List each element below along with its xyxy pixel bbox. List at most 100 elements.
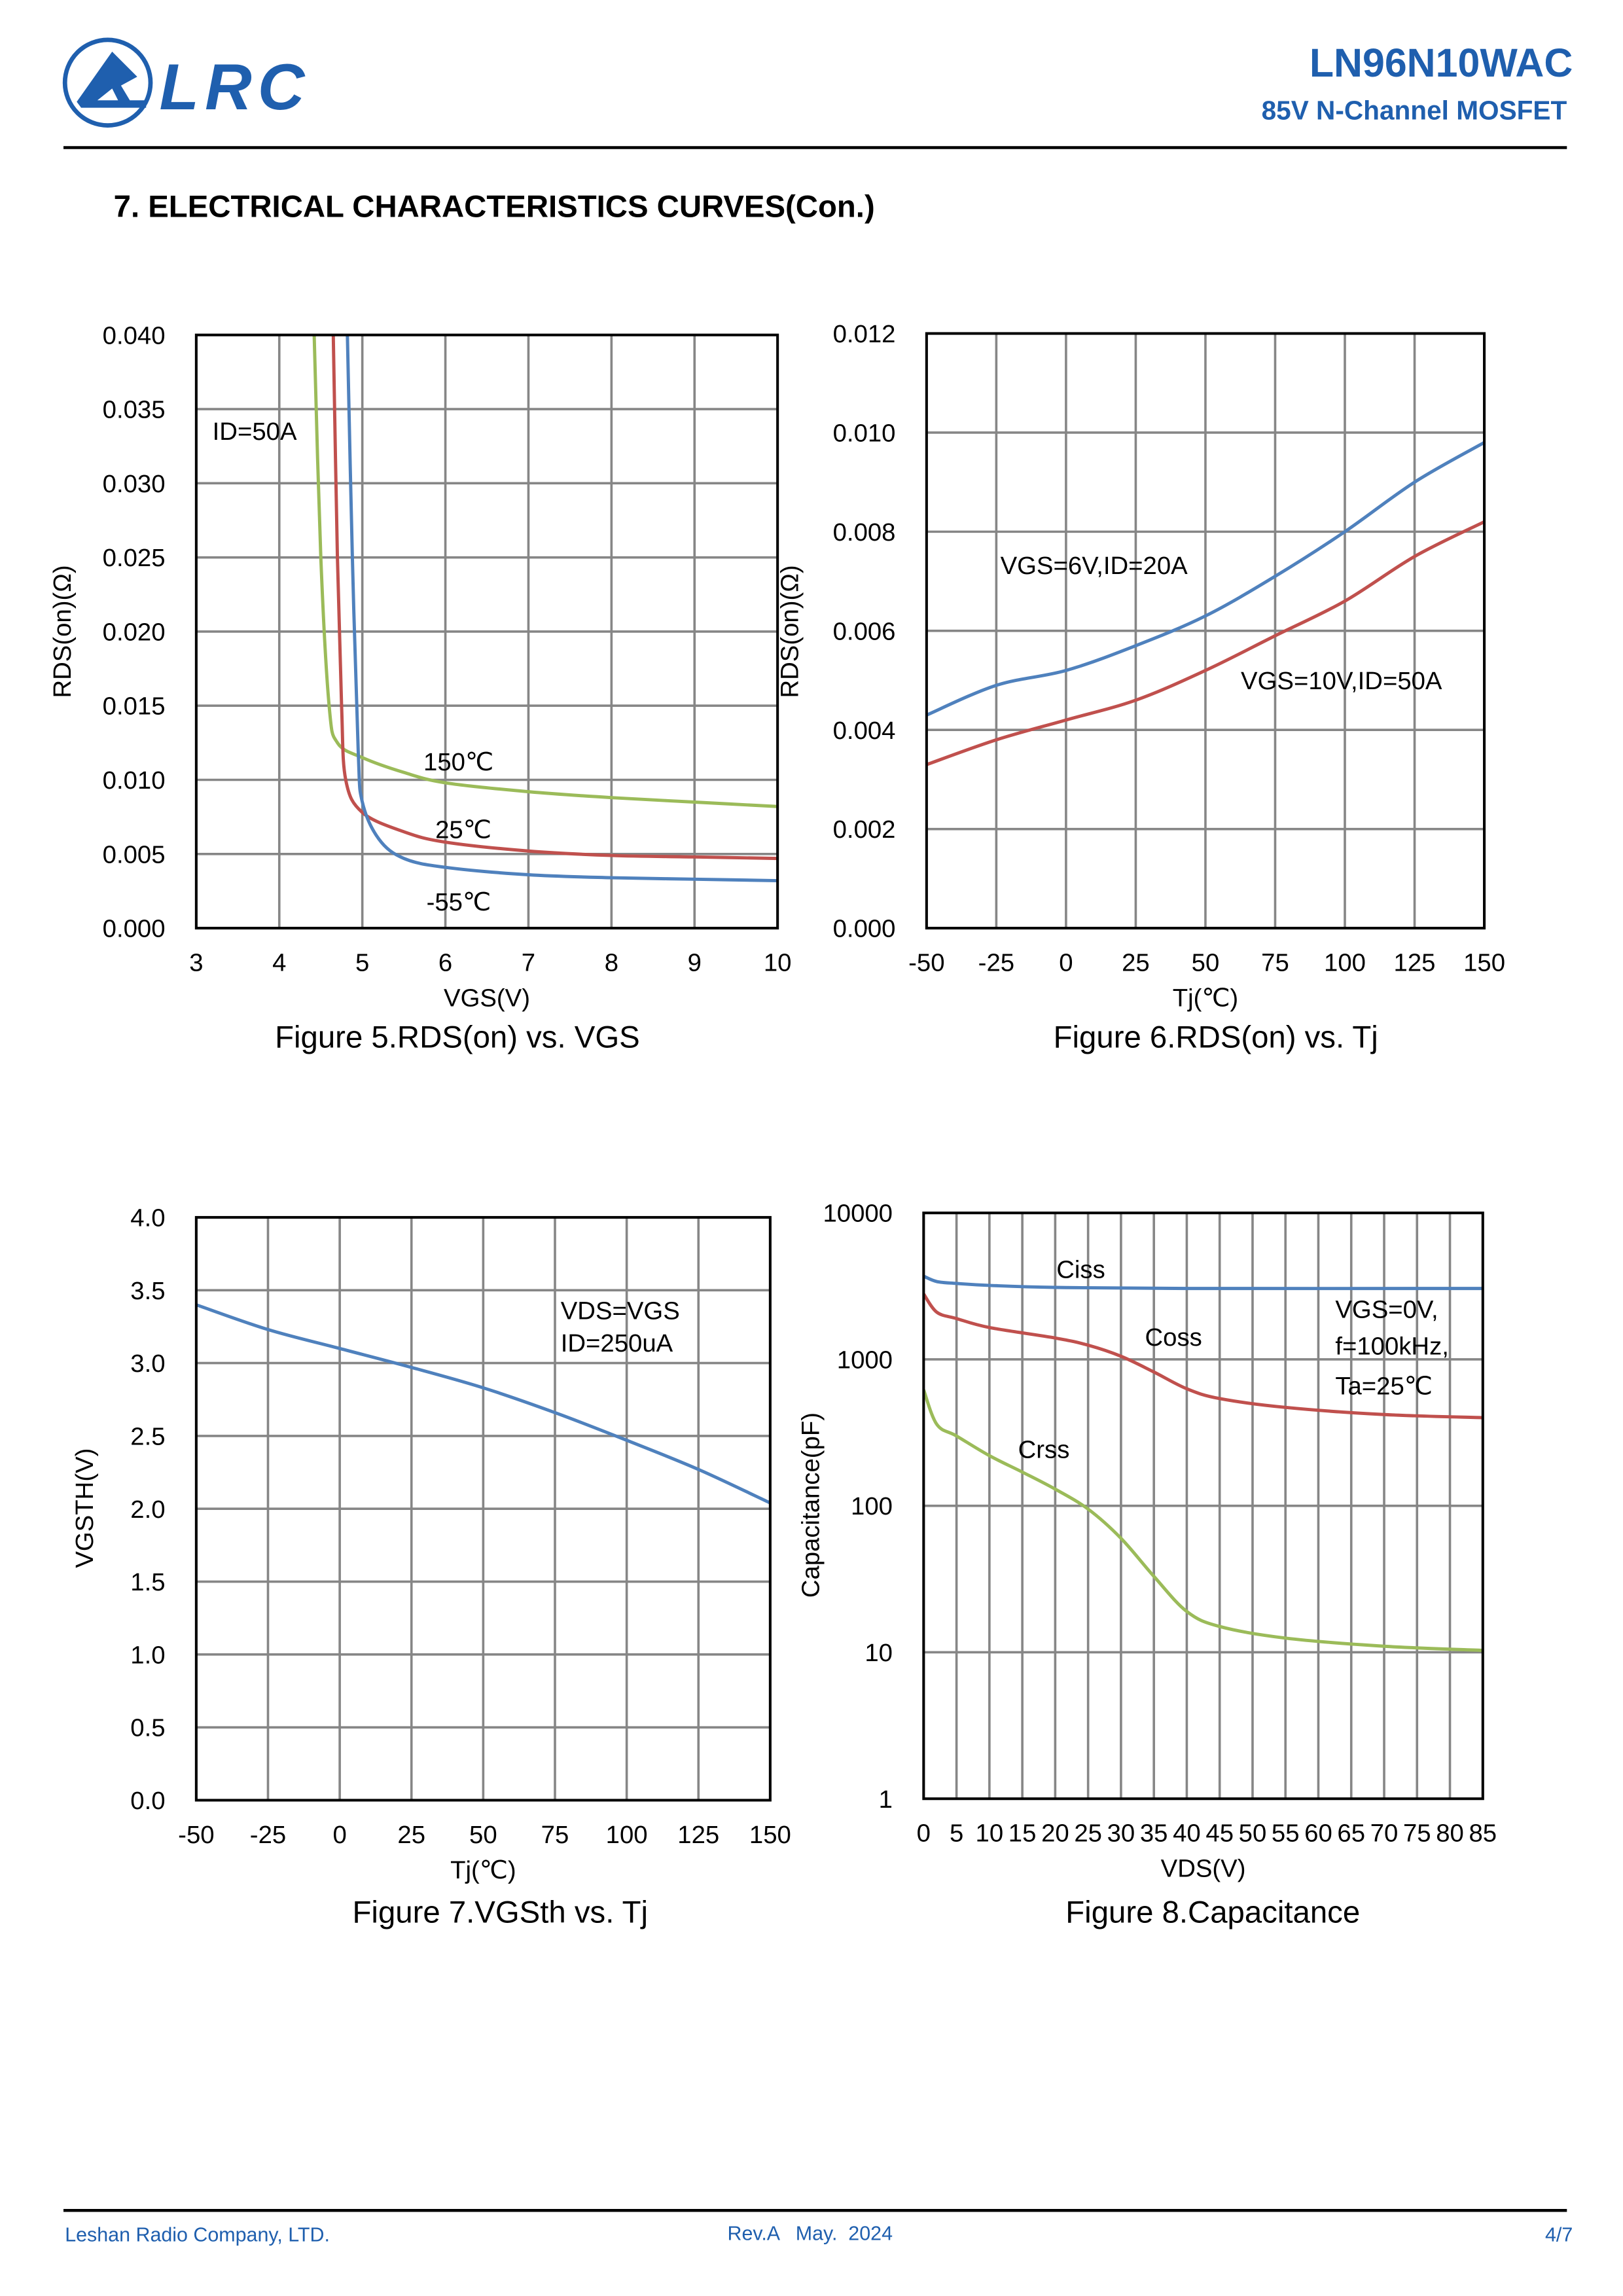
series-line-VGS=10V,ID=50A — [926, 520, 1485, 766]
x-tick-label: 85 — [1469, 1820, 1497, 1848]
y-tick-label: 10 — [865, 1639, 893, 1667]
footer-revision: Rev.A May. 2024 — [727, 2222, 893, 2244]
y-tick-label: 1.5 — [130, 1568, 165, 1596]
figure-caption: Figure 8.Capacitance — [1065, 1895, 1360, 1930]
y-tick-label: 0.000 — [833, 915, 896, 943]
x-tick-label: 55 — [1272, 1820, 1300, 1848]
x-axis-label: Tj(℃) — [450, 1856, 516, 1884]
series-line-curve — [196, 1303, 770, 1505]
x-tick-label: 10 — [976, 1820, 1004, 1848]
figure-caption: Figure 7.VGSth vs. Tj — [353, 1895, 649, 1930]
x-tick-label: 5 — [355, 948, 369, 977]
x-tick-label: 9 — [688, 948, 702, 977]
x-axis-label: Tj(℃) — [1173, 984, 1238, 1013]
y-tick-label: 2.5 — [130, 1422, 165, 1450]
y-tick-label: 1.0 — [130, 1641, 165, 1669]
x-tick-label: 100 — [1324, 948, 1366, 977]
figure-caption: Figure 6.RDS(on) vs. Tj — [1054, 1020, 1378, 1055]
x-tick-label: -25 — [978, 948, 1014, 977]
x-tick-label: 15 — [1008, 1820, 1037, 1848]
chart-2: -50 -25 0 25 50 75 100 125 150 0.000 0.002 0.004 0.0… — [776, 320, 1505, 1055]
logo-text: LRC — [160, 51, 311, 124]
y-tick-label: 3.5 — [130, 1277, 165, 1305]
chart-annotation: VGS=6V,ID=20A — [1001, 552, 1188, 580]
y-tick-label: 0.5 — [130, 1714, 165, 1742]
x-tick-label: 25 — [1122, 948, 1150, 977]
x-tick-label: -50 — [178, 1821, 214, 1849]
x-tick-label: 30 — [1107, 1820, 1135, 1848]
series-line-25℃ — [331, 334, 778, 861]
plot-frame — [925, 332, 1486, 930]
footer-company: Leshan Radio Company, LTD. — [65, 2224, 330, 2246]
x-tick-label: 7 — [522, 948, 535, 977]
section-title: 7. ELECTRICAL CHARACTERISTICS CURVES(Con… — [114, 189, 875, 224]
x-tick-label: 100 — [606, 1821, 648, 1849]
chart-3: -50 -25 0 25 50 75 100 125 150 0.0 0.5 1.0 1.5 2.0 2.5… — [71, 1204, 791, 1929]
x-tick-label: 80 — [1436, 1820, 1464, 1848]
chart-annotation: f=100kHz, — [1335, 1333, 1449, 1361]
x-tick-label: 75 — [1403, 1820, 1431, 1848]
part-subtitle: 85V N-Channel MOSFET — [1262, 96, 1567, 126]
x-tick-label: 75 — [541, 1821, 569, 1849]
x-axis-label: VDS(V) — [1161, 1855, 1246, 1883]
y-tick-label: 100 — [851, 1492, 893, 1520]
chart-annotation: Coss — [1145, 1323, 1202, 1352]
y-axis-label: RDS(on)(Ω) — [48, 565, 77, 698]
chart-annotation: VGS=0V, — [1335, 1295, 1438, 1323]
x-tick-label: 0 — [1059, 948, 1073, 977]
chart-annotation: Crss — [1018, 1435, 1070, 1463]
x-tick-label: 70 — [1370, 1820, 1399, 1848]
y-axis-label: RDS(on)(Ω) — [776, 565, 804, 698]
x-tick-label: 125 — [1394, 948, 1436, 977]
chart-annotation: VDS=VGS — [561, 1297, 680, 1325]
y-tick-label: 4.0 — [130, 1204, 165, 1232]
y-tick-label: 0.035 — [103, 396, 166, 424]
series-line-Crss — [923, 1389, 1483, 1653]
y-tick-label: 0.000 — [103, 915, 166, 943]
y-tick-label: 0.006 — [833, 617, 896, 645]
y-tick-label: 0.030 — [103, 470, 166, 498]
y-axis-label: VGSTH(V) — [71, 1448, 99, 1568]
x-tick-label: 6 — [438, 948, 452, 977]
chart-annotation: Ciss — [1056, 1255, 1105, 1283]
y-tick-label: 0.012 — [833, 320, 896, 348]
x-tick-label: 25 — [397, 1821, 425, 1849]
x-tick-label: 65 — [1337, 1820, 1365, 1848]
y-tick-label: 0.002 — [833, 816, 896, 844]
x-tick-label: 125 — [677, 1821, 719, 1849]
figure-caption: Figure 5.RDS(on) vs. VGS — [275, 1020, 640, 1055]
x-tick-label: 45 — [1205, 1820, 1234, 1848]
y-tick-label: 0.025 — [103, 544, 166, 572]
x-tick-label: 50 — [1192, 948, 1220, 977]
y-tick-label: 0.008 — [833, 518, 896, 547]
footer-page: 4/7 — [1545, 2224, 1573, 2246]
chart-1: 3 4 5 6 7 8 9 10 0.000 0.005 0.010 0.015 0.020 0.025 0… — [48, 321, 791, 1054]
x-axis-label: VGS(V) — [444, 984, 530, 1013]
y-tick-label: 3.0 — [130, 1350, 165, 1378]
lrc-logo: LRC — [62, 37, 311, 128]
chart-annotation: Ta=25℃ — [1335, 1372, 1432, 1401]
x-tick-label: 3 — [189, 948, 203, 977]
y-tick-label: 0.020 — [103, 618, 166, 646]
y-tick-label: 2.0 — [130, 1496, 165, 1524]
y-tick-label: 0.010 — [103, 766, 166, 795]
y-tick-label: 0.0 — [130, 1787, 165, 1815]
x-tick-label: 150 — [1463, 948, 1505, 977]
y-tick-label: 10000 — [823, 1200, 893, 1228]
x-tick-label: 150 — [749, 1821, 791, 1849]
x-tick-label: 25 — [1074, 1820, 1102, 1848]
x-tick-label: 0 — [332, 1821, 346, 1849]
x-tick-label: -50 — [908, 948, 944, 977]
y-tick-label: 0.015 — [103, 692, 166, 721]
x-tick-label: 8 — [605, 948, 618, 977]
y-tick-label: 1 — [879, 1785, 893, 1814]
x-tick-label: 35 — [1140, 1820, 1168, 1848]
plot-frame — [194, 1215, 772, 1802]
y-tick-label: 0.010 — [833, 419, 896, 447]
series-line-150℃ — [312, 334, 778, 808]
x-tick-label: 10 — [764, 948, 792, 977]
chart-annotation: ID=50A — [213, 418, 297, 446]
x-tick-label: 4 — [272, 948, 286, 977]
part-number: LN96N10WAC — [1310, 41, 1573, 85]
